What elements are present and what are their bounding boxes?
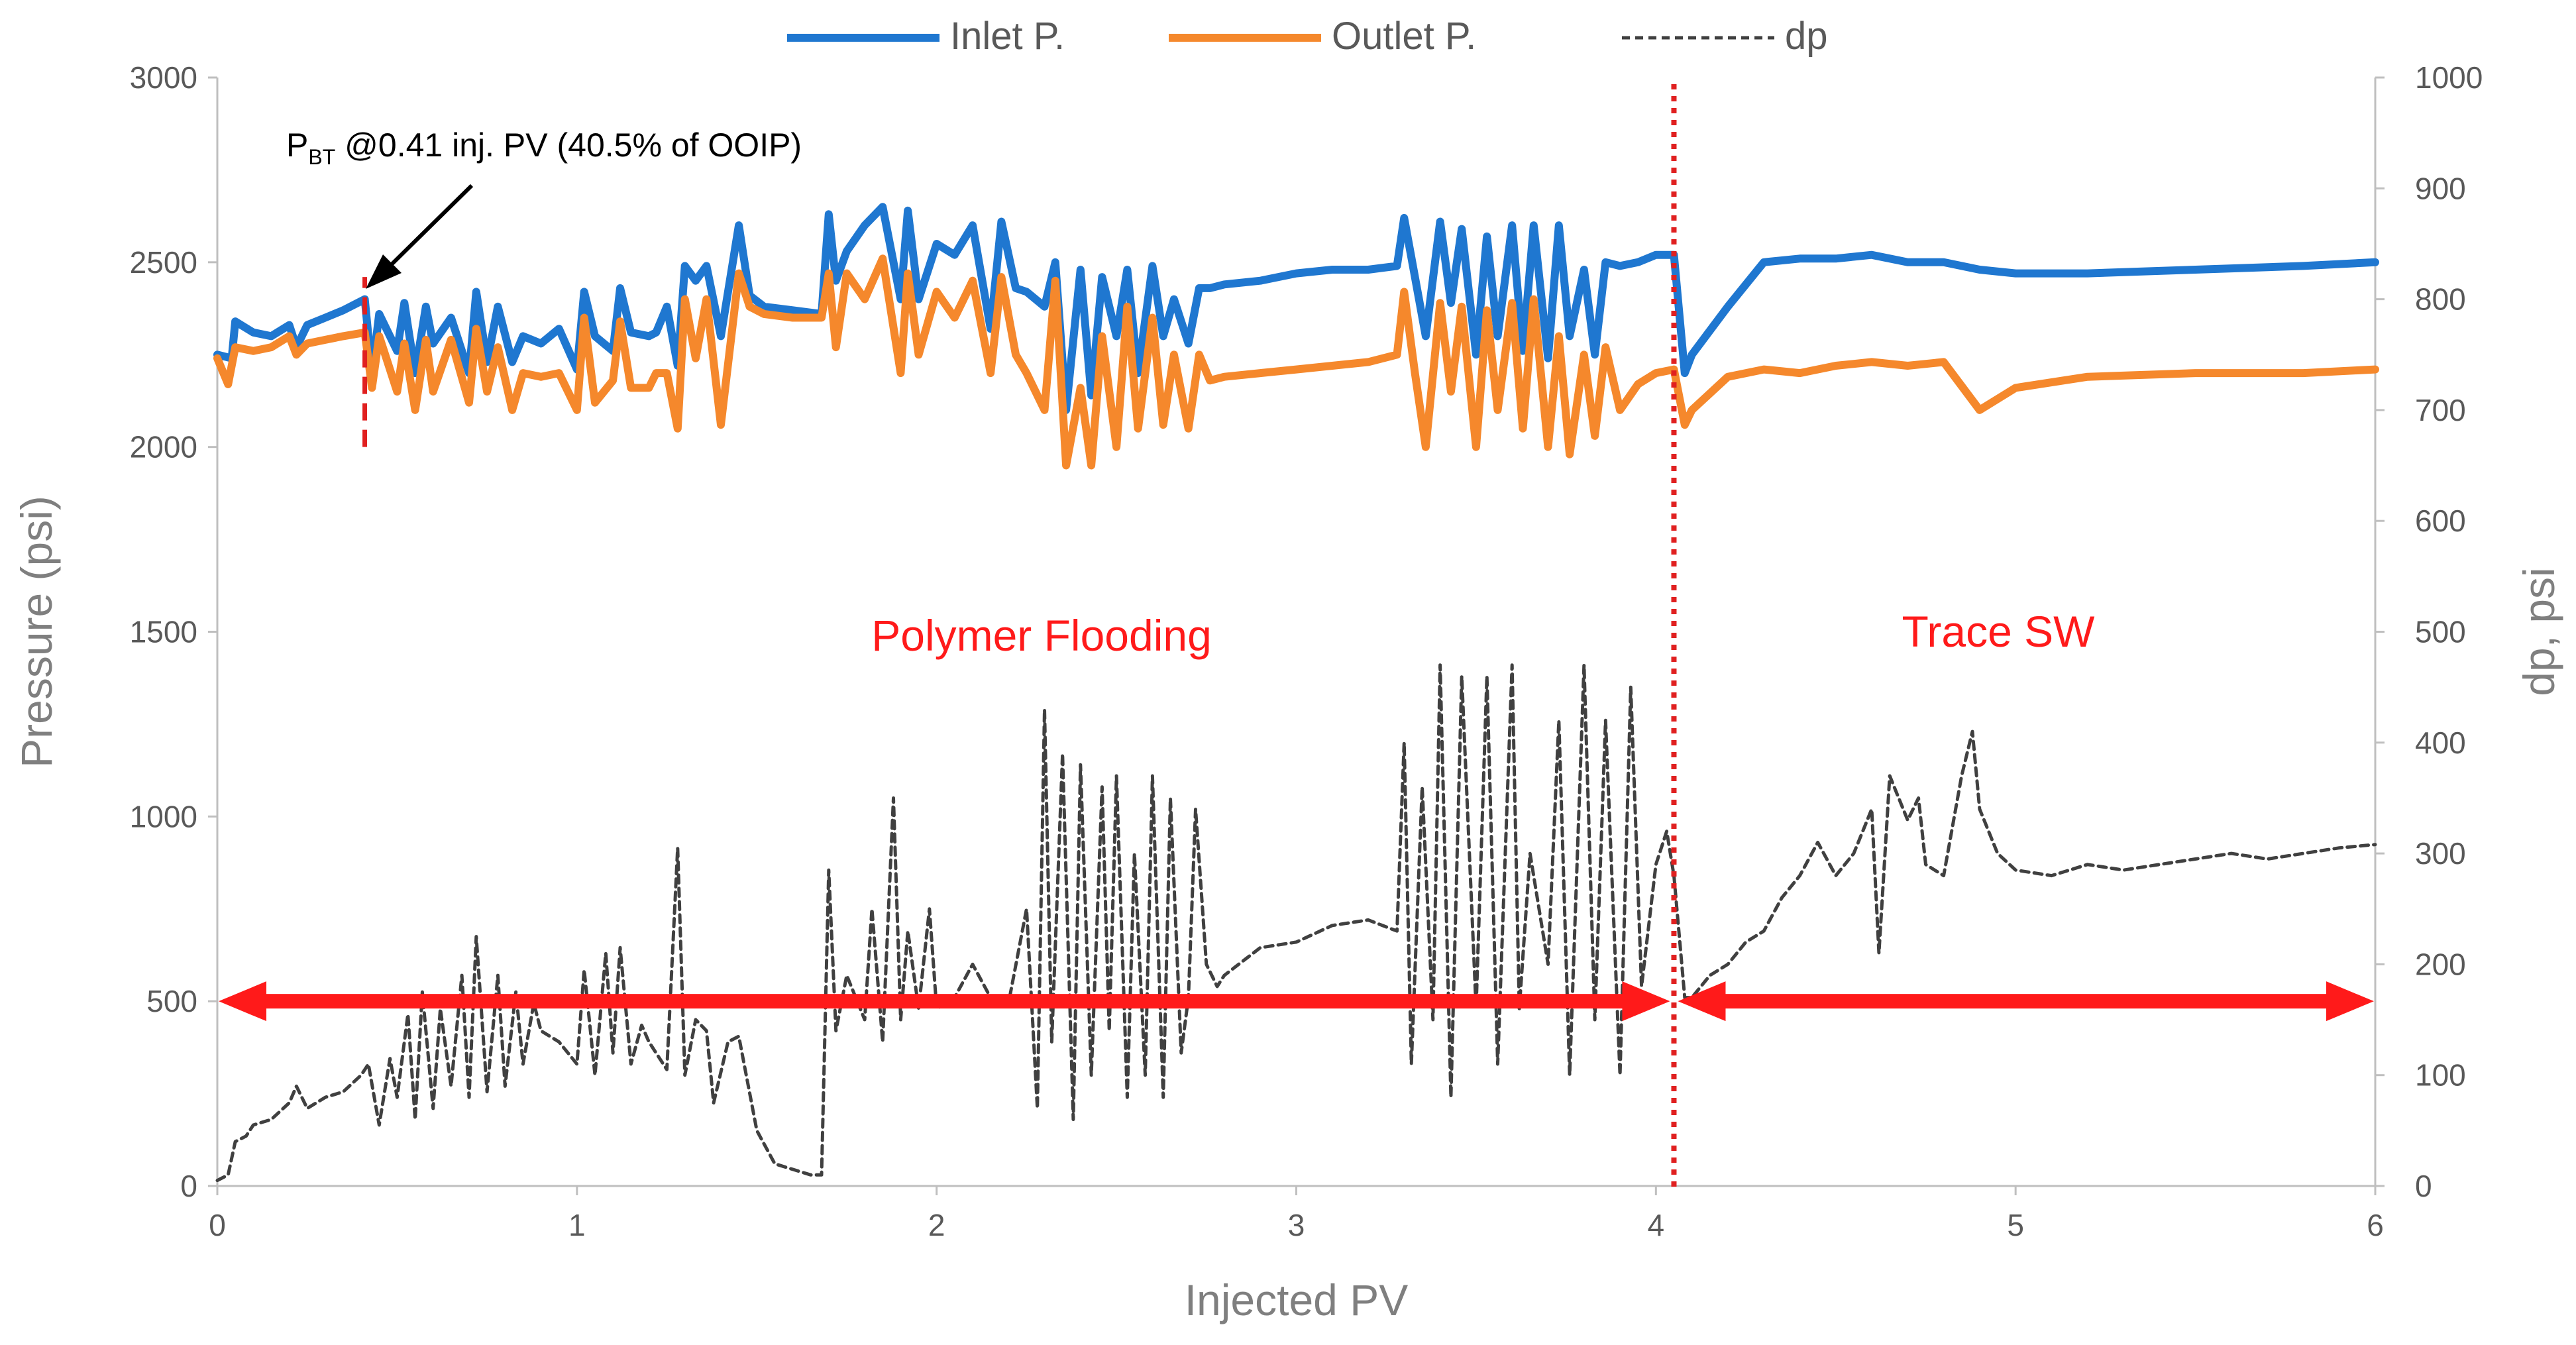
series-line-outlet-p [213, 254, 2379, 470]
legend-label: dp [1785, 15, 1828, 58]
breakthrough-label-sub: BT [308, 145, 335, 169]
x-axis-title: Injected PV [1185, 1275, 1409, 1324]
polymer-flooding-range-arrow [219, 981, 1670, 1022]
y-axis-right-title: dp, psi [2514, 567, 2563, 696]
region-label-trace-sw: Trace SW [1902, 607, 2096, 656]
legend-label: Outlet P. [1332, 15, 1476, 58]
x-tick-label: 2 [928, 1208, 945, 1242]
y-left-tick-label: 1000 [130, 799, 197, 834]
breakthrough-arrowhead [366, 254, 402, 289]
polymer-flooding-range-arrow-head-left [219, 981, 266, 1022]
trace-sw-range-arrow-head-left [1678, 981, 1726, 1022]
series-group [213, 203, 2379, 1183]
trace-sw-range-arrow-head-right [2326, 981, 2374, 1022]
x-tick-label: 3 [1288, 1208, 1305, 1242]
y-left-tick-label: 0 [180, 1169, 197, 1203]
legend-item-inlet-p: Inlet P. [787, 15, 1065, 58]
breakthrough-arrow-line [389, 184, 474, 267]
y-right-tick-label: 800 [2415, 282, 2466, 317]
legend: Inlet P. Outlet P. dp [787, 15, 1828, 58]
y-left-tick-label: 1500 [130, 615, 197, 649]
series-line-dp [215, 663, 2377, 1183]
y-right-tick-label: 900 [2415, 171, 2466, 205]
breakthrough-label-main: P [286, 127, 308, 164]
breakthrough-label: PBT @0.41 inj. PV (40.5% of OOIP) [286, 127, 802, 169]
x-tick-label: 5 [2007, 1208, 2024, 1242]
x-tick-label: 1 [568, 1208, 586, 1242]
axes: 0 1 2 3 4 5 6050010001500200025003000010020030… [12, 60, 2563, 1324]
y-right-tick-label: 300 [2415, 836, 2466, 871]
trace-sw-range-arrow [1678, 981, 2374, 1022]
legend-item-outlet-p: Outlet P. [1169, 15, 1476, 58]
x-tick-label: 4 [1648, 1208, 1665, 1242]
y-right-tick-label: 600 [2415, 504, 2466, 538]
y-right-tick-label: 500 [2415, 615, 2466, 649]
y-right-tick-label: 100 [2415, 1058, 2466, 1093]
y-right-tick-label: 700 [2415, 393, 2466, 427]
polymer-flooding-range-arrow-shaft [265, 994, 1624, 1009]
y-right-tick-label: 400 [2415, 726, 2466, 760]
x-tick-label: 6 [2367, 1208, 2384, 1242]
x-tick-label: 0 [209, 1208, 226, 1242]
polymer-flooding-range-arrow-head-right [1622, 981, 1670, 1022]
trace-sw-range-arrow-shaft [1724, 994, 2328, 1009]
series-line-inlet-p [213, 203, 2379, 414]
legend-item-dp: dp [1622, 15, 1828, 58]
y-left-tick-label: 2000 [130, 430, 197, 464]
legend-label: Inlet P. [950, 15, 1065, 58]
y-right-tick-label: 0 [2415, 1169, 2432, 1203]
y-left-tick-label: 3000 [130, 60, 197, 95]
y-right-tick-label: 200 [2415, 947, 2466, 981]
y-axis-left-title: Pressure (psi) [12, 496, 61, 768]
breakthrough-label-rest: @0.41 inj. PV (40.5% of OOIP) [335, 127, 802, 164]
y-right-tick-label: 1000 [2415, 60, 2483, 95]
region-label-polymer-flooding: Polymer Flooding [871, 611, 1212, 660]
annotations: PBT @0.41 inj. PV (40.5% of OOIP) Polymer… [219, 84, 2374, 1193]
y-left-tick-label: 2500 [130, 245, 197, 280]
y-left-tick-label: 500 [146, 984, 197, 1018]
